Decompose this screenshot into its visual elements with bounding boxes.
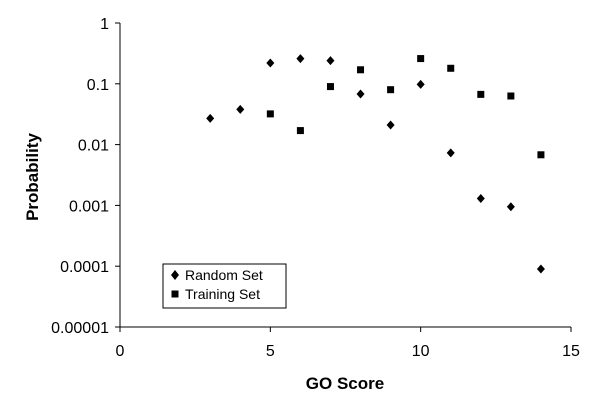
y-tick-label: 0.001: [69, 198, 109, 215]
data-point-random-set: [266, 58, 275, 68]
y-tick-label: 1: [100, 16, 109, 33]
legend-marker-random-set: [171, 270, 179, 280]
data-point-random-set: [236, 104, 245, 114]
y-axis-label: Probability: [23, 133, 42, 221]
data-point-training-set: [296, 127, 304, 135]
data-point-random-set: [296, 54, 305, 64]
data-point-training-set: [326, 83, 334, 91]
legend-label-training-set: Training Set: [185, 286, 260, 302]
data-point-random-set: [536, 264, 545, 274]
legend-box: [162, 263, 287, 309]
data-point-training-set: [507, 92, 515, 100]
x-tick-label: 5: [266, 343, 275, 360]
data-point-random-set: [506, 202, 515, 212]
data-point-training-set: [387, 86, 395, 94]
y-tick-label: 0.00001: [51, 320, 109, 337]
data-point-training-set: [537, 151, 545, 159]
y-tick-label: 0.01: [78, 138, 109, 155]
data-point-random-set: [206, 113, 215, 123]
x-tick-label: 10: [412, 343, 430, 360]
data-point-training-set: [447, 64, 455, 72]
data-point-random-set: [386, 120, 395, 130]
x-axis-label: GO Score: [306, 374, 384, 393]
x-axis-ticks: 0 5 10 15: [116, 327, 580, 360]
data-points: [206, 54, 545, 274]
y-tick-label: 0.1: [87, 77, 109, 94]
data-point-training-set: [357, 66, 365, 74]
data-point-training-set: [417, 55, 425, 63]
y-axis-ticks: 0.00001 0.0001 0.001 0.01 0.1 1: [51, 16, 120, 337]
data-point-random-set: [326, 56, 335, 66]
data-point-random-set: [356, 89, 365, 99]
legend-marker-training-set: [171, 290, 179, 298]
data-point-random-set: [416, 79, 425, 89]
data-point-training-set: [477, 90, 485, 98]
y-tick-label: 0.0001: [60, 259, 109, 276]
plot-area: [119, 23, 571, 328]
x-tick-label: 15: [562, 343, 580, 360]
legend: Random Set Training Set: [162, 263, 287, 309]
legend-label-random-set: Random Set: [185, 267, 263, 283]
x-tick-label: 0: [116, 343, 125, 360]
data-point-training-set: [266, 110, 274, 118]
data-point-random-set: [446, 148, 455, 158]
data-point-random-set: [476, 193, 485, 203]
